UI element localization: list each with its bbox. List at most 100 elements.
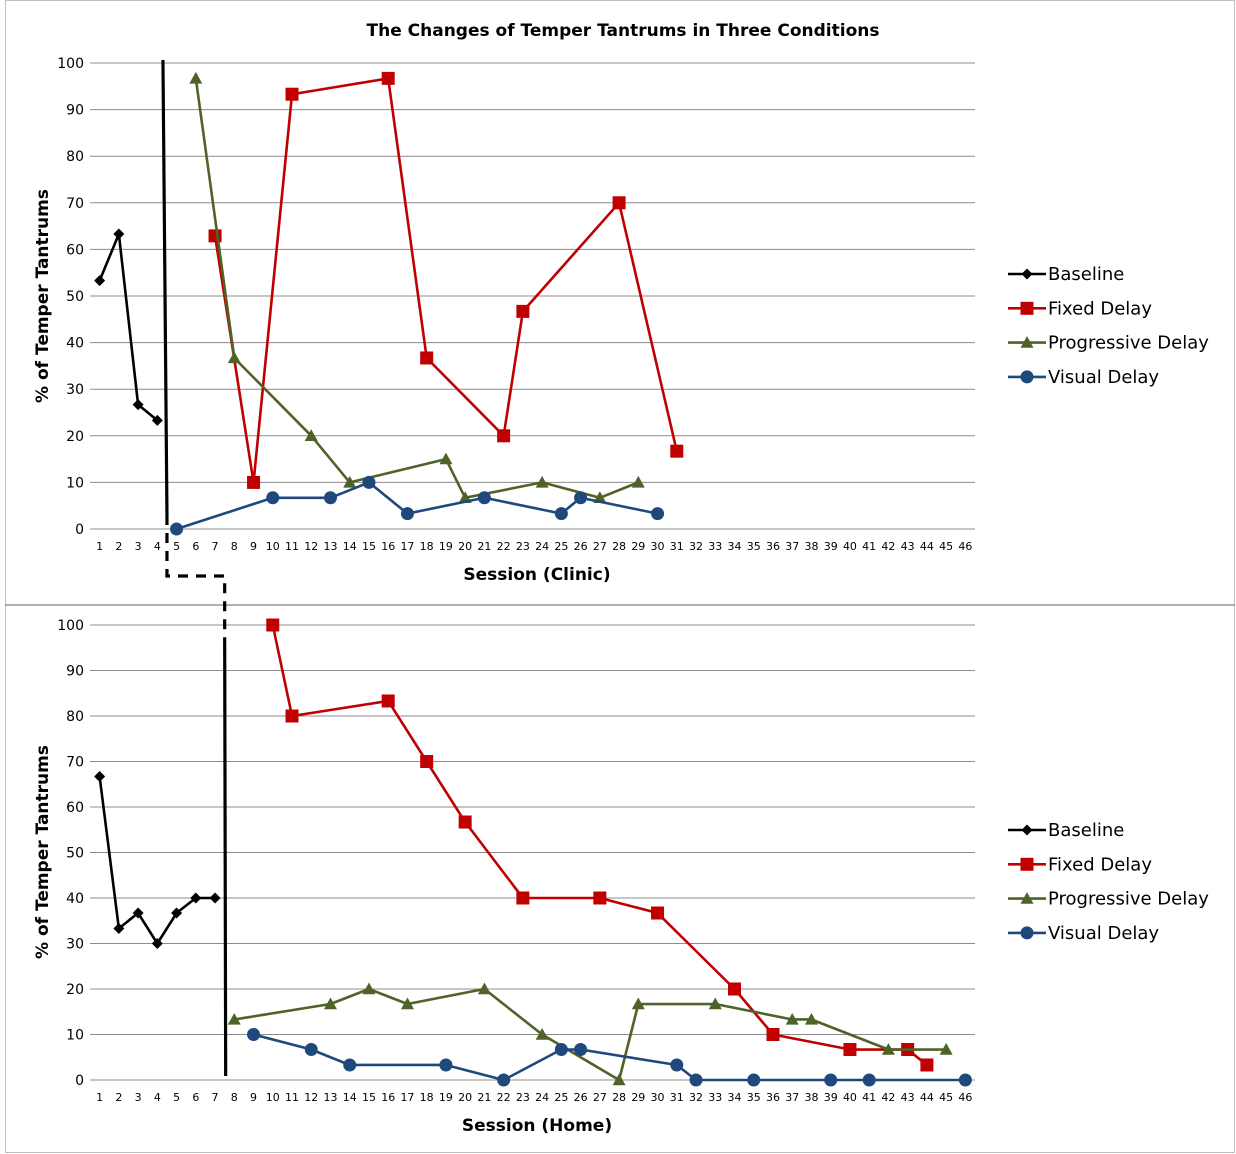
data-point bbox=[420, 755, 434, 768]
data-point bbox=[593, 891, 607, 905]
data-point bbox=[323, 997, 337, 1010]
data-point bbox=[670, 444, 684, 458]
phase-connector-dashed bbox=[165, 515, 227, 640]
data-point bbox=[343, 1058, 357, 1072]
x-tick-label: 28 bbox=[612, 540, 626, 553]
data-point bbox=[535, 1028, 549, 1040]
x-tick-label: 7 bbox=[212, 540, 219, 553]
x-tick-label: 9 bbox=[250, 1091, 257, 1104]
data-point bbox=[843, 1043, 857, 1057]
data-point bbox=[728, 982, 742, 996]
data-point bbox=[132, 399, 144, 411]
x-tick-label: 11 bbox=[285, 1091, 299, 1104]
x-tick-label: 39 bbox=[824, 540, 838, 553]
data-point bbox=[958, 1073, 972, 1087]
x-tick-label: 2 bbox=[115, 540, 122, 553]
x-tick-label: 23 bbox=[516, 540, 530, 553]
data-point bbox=[209, 892, 221, 904]
x-tick-label: 40 bbox=[843, 1091, 857, 1104]
series-line bbox=[98, 232, 159, 422]
x-tick-label: 7 bbox=[212, 1091, 219, 1104]
home-grid bbox=[90, 624, 975, 1081]
x-tick-label: 46 bbox=[958, 1091, 972, 1104]
legend-marker bbox=[1020, 892, 1034, 904]
data-point bbox=[94, 275, 106, 287]
legend-item: Baseline bbox=[1008, 820, 1124, 841]
data-point bbox=[612, 1073, 626, 1086]
data-point bbox=[285, 87, 299, 101]
legend-item: Baseline bbox=[1008, 264, 1124, 285]
legend-label: Visual Delay bbox=[1048, 923, 1159, 944]
legend-label: Visual Delay bbox=[1048, 367, 1159, 388]
y-tick-label: 80 bbox=[66, 149, 84, 165]
series-fixed-delay bbox=[266, 618, 934, 1072]
x-tick-label: 33 bbox=[708, 1091, 722, 1104]
x-tick-label: 32 bbox=[689, 1091, 703, 1104]
legend-label: Progressive Delay bbox=[1048, 333, 1209, 354]
x-tick-label: 6 bbox=[192, 1091, 199, 1104]
y-tick-label: 90 bbox=[66, 664, 84, 680]
data-point bbox=[343, 475, 357, 488]
x-tick-label: 23 bbox=[516, 1091, 530, 1104]
data-point bbox=[862, 1073, 876, 1087]
x-tick-label: 18 bbox=[420, 1091, 434, 1104]
y-tick-label: 70 bbox=[66, 196, 84, 212]
data-point bbox=[920, 1058, 934, 1072]
x-tick-label: 4 bbox=[154, 540, 161, 553]
x-tick-label: 45 bbox=[939, 540, 953, 553]
x-tick-label: 36 bbox=[766, 540, 780, 553]
chart-title: The Changes of Temper Tantrums in Three … bbox=[367, 21, 880, 41]
data-point bbox=[881, 1043, 895, 1055]
series-baseline bbox=[94, 228, 163, 426]
x-tick-label: 8 bbox=[231, 540, 238, 553]
data-point bbox=[651, 507, 665, 521]
clinic-x-tick-labels: 1 2 3 4 5 6 7 8 9 10 11 12 13 14 15 16 17 18 19 20 21 22 23 24 2… bbox=[96, 540, 972, 553]
data-point bbox=[477, 491, 491, 505]
data-point bbox=[362, 475, 376, 489]
home-series bbox=[94, 618, 972, 1087]
data-point bbox=[362, 982, 376, 995]
x-tick-label: 29 bbox=[631, 1091, 645, 1104]
legend-label: Fixed Delay bbox=[1048, 298, 1152, 319]
x-tick-label: 3 bbox=[135, 1091, 142, 1104]
clinic-y-tick-labels: 0 10 20 30 40 50 60 70 80 90 100 bbox=[57, 56, 84, 538]
data-point bbox=[766, 1028, 780, 1041]
data-point bbox=[400, 997, 414, 1010]
data-point bbox=[285, 709, 299, 723]
y-tick-label: 20 bbox=[66, 429, 84, 445]
data-point bbox=[689, 1073, 703, 1087]
legend-marker bbox=[1020, 857, 1034, 871]
data-point bbox=[151, 938, 163, 949]
data-point bbox=[400, 507, 414, 521]
clinic-series bbox=[94, 71, 684, 536]
data-point bbox=[516, 304, 530, 318]
x-tick-label: 29 bbox=[631, 540, 645, 553]
legend-label: Progressive Delay bbox=[1048, 889, 1209, 910]
x-tick-label: 14 bbox=[343, 1091, 357, 1104]
series-baseline bbox=[94, 771, 221, 949]
data-point bbox=[113, 228, 125, 240]
series-visual-delay bbox=[247, 1028, 972, 1087]
x-tick-label: 27 bbox=[593, 1091, 607, 1104]
data-point bbox=[554, 507, 568, 521]
x-tick-label: 35 bbox=[747, 540, 761, 553]
x-tick-label: 24 bbox=[535, 540, 549, 553]
x-tick-label: 22 bbox=[497, 540, 511, 553]
data-point bbox=[708, 997, 722, 1010]
data-point bbox=[458, 815, 472, 829]
legend-marker bbox=[1020, 336, 1034, 348]
legend-item: Visual Delay bbox=[1008, 923, 1159, 944]
x-tick-label: 17 bbox=[400, 1091, 414, 1104]
data-point bbox=[747, 1073, 761, 1087]
legend-label: Fixed Delay bbox=[1048, 854, 1152, 875]
x-tick-label: 31 bbox=[670, 1091, 684, 1104]
data-point bbox=[535, 475, 549, 488]
x-tick-label: 8 bbox=[231, 1091, 238, 1104]
x-tick-label: 15 bbox=[362, 540, 376, 553]
data-point bbox=[171, 907, 183, 919]
home-x-tick-labels: 1 2 3 4 5 6 7 8 9 10 11 12 13 14 15 16 17 18 19 20 21 22 23 24 2… bbox=[96, 1091, 972, 1104]
x-tick-label: 32 bbox=[689, 540, 703, 553]
data-point bbox=[612, 196, 626, 210]
legend-item: Progressive Delay bbox=[1008, 333, 1209, 354]
